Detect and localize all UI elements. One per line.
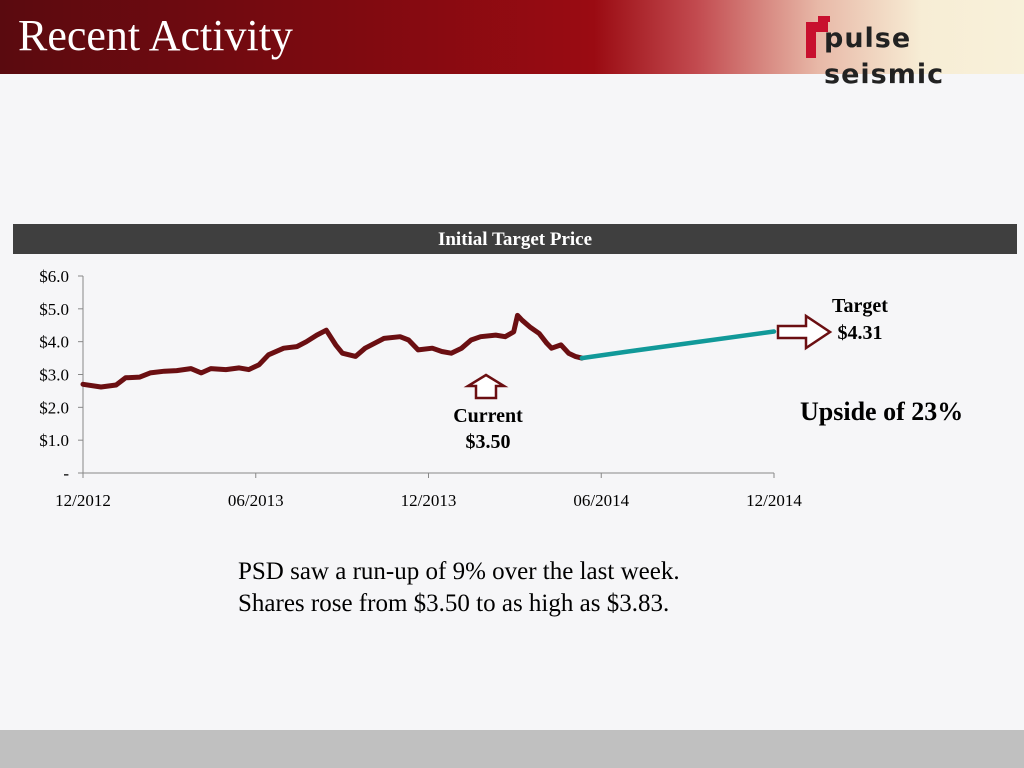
target-projection-line	[579, 329, 777, 361]
summary-line-1: PSD saw a run-up of 9% over the last wee…	[238, 558, 680, 585]
x-tick-label: 06/2013	[228, 491, 284, 510]
y-tick-label: $2.0	[39, 398, 69, 417]
y-tick-label: -	[63, 464, 69, 483]
current-label: Current	[453, 405, 523, 427]
summary-line-2: Shares rose from $3.50 to as high as $3.…	[238, 590, 670, 617]
upside-text: Upside of 23%	[800, 397, 964, 426]
x-tick-label: 12/2012	[55, 491, 111, 510]
company-logo: pulse seismic	[800, 14, 1012, 90]
target-arrow-icon	[776, 313, 833, 351]
x-tick-label: 12/2013	[401, 491, 457, 510]
chart-title: Initial Target Price	[13, 224, 1017, 254]
x-tick-label: 06/2014	[573, 491, 629, 510]
chart-series	[80, 312, 777, 390]
chart-annotations: Current $3.50 Target $4.31	[453, 295, 888, 453]
y-tick-label: $6.0	[39, 267, 69, 286]
target-value: $4.31	[838, 322, 883, 344]
current-arrow-icon	[463, 373, 509, 400]
footer-bar	[0, 730, 1024, 768]
page-title: Recent Activity	[18, 11, 293, 60]
pulse-logo-icon	[806, 16, 830, 58]
y-tick-label: $5.0	[39, 300, 69, 319]
chart-axes: - $1.0 $2.0 $3.0 $4.0 $5.0 $6.0 12/2012 06/2013 1…	[39, 267, 802, 510]
title-bar: Recent Activity pulse seismic	[0, 0, 1024, 90]
historical-price-line	[80, 312, 585, 390]
summary-text: PSD saw a run-up of 9% over the last wee…	[238, 556, 680, 620]
logo-text: pulse seismic	[824, 23, 945, 90]
target-label: Target	[832, 295, 888, 317]
current-value: $3.50	[466, 431, 511, 453]
price-chart: - $1.0 $2.0 $3.0 $4.0 $5.0 $6.0 12/2012 06/2013 1…	[39, 267, 888, 510]
x-tick-label: 12/2014	[746, 491, 802, 510]
y-tick-label: $1.0	[39, 431, 69, 450]
y-tick-label: $4.0	[39, 333, 69, 352]
y-tick-label: $3.0	[39, 366, 69, 385]
